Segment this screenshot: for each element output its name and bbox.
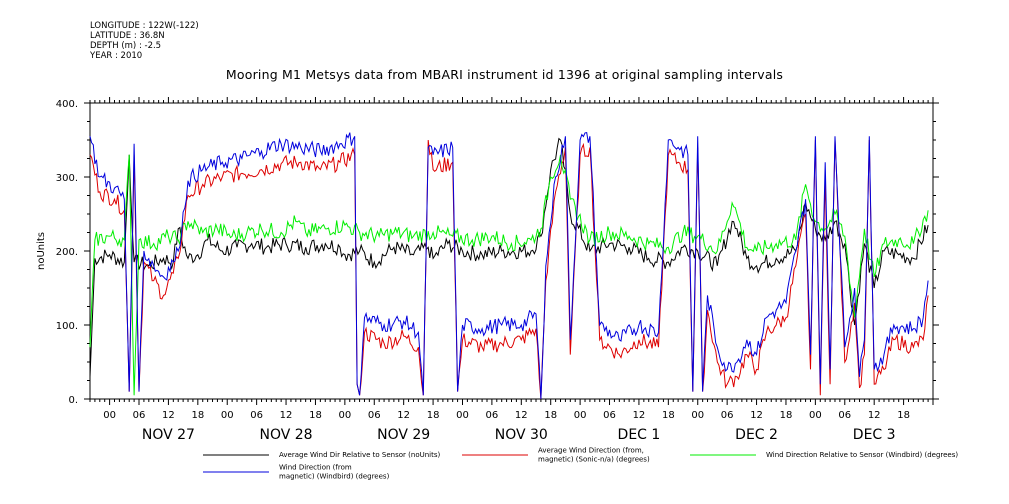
- series-line-1: [89, 139, 929, 400]
- x-hour-label: 18: [780, 410, 793, 421]
- x-hour-label: 06: [250, 410, 263, 421]
- x-hour-label: 12: [515, 410, 528, 421]
- chart-series: [89, 132, 929, 400]
- latitude-label: LATITUDE : 36.8N: [90, 31, 165, 41]
- x-hour-label: 00: [691, 410, 704, 421]
- y-tick-label: 200.: [56, 247, 78, 258]
- metadata-header: LONGITUDE : 122W(-122) LATITUDE : 36.8N …: [90, 21, 199, 61]
- y-tick-label: 300.: [56, 173, 78, 184]
- x-hour-label: 06: [486, 410, 499, 421]
- x-hour-label: 00: [574, 410, 587, 421]
- x-hour-label: 12: [750, 410, 763, 421]
- x-hour-label: 00: [809, 410, 822, 421]
- x-hour-label: 18: [897, 410, 910, 421]
- series-line-3: [89, 132, 929, 400]
- x-hour-label: 06: [838, 410, 851, 421]
- x-hour-label: 00: [338, 410, 351, 421]
- legend-label-3: magnetic) (Windbird) (degrees): [279, 473, 390, 481]
- x-hour-label: 12: [868, 410, 881, 421]
- x-day-label: NOV 29: [377, 427, 430, 443]
- x-hour-label: 12: [280, 410, 293, 421]
- x-hour-label: 12: [162, 410, 175, 421]
- x-hour-label: 18: [191, 410, 204, 421]
- x-day-label: NOV 27: [142, 427, 195, 443]
- x-hour-label: 06: [603, 410, 616, 421]
- legend-label-1: Average Wind Direction (from,: [538, 447, 644, 455]
- y-tick-label: 400.: [56, 99, 78, 110]
- x-day-label: DEC 2: [735, 427, 778, 443]
- x-hour-label: 12: [633, 410, 646, 421]
- x-hour-label: 06: [721, 410, 734, 421]
- x-hour-label: 06: [133, 410, 146, 421]
- legend-label-1: magnetic) (Sonic-n/a) (degrees): [538, 456, 650, 464]
- chart-title: Mooring M1 Metsys data from MBARI instru…: [225, 67, 784, 82]
- chart-legend: Average Wind Dir Relative to Sensor (noU…: [203, 447, 958, 481]
- x-hour-label: 00: [103, 410, 116, 421]
- year-label: YEAR : 2010: [90, 51, 143, 61]
- x-hour-label: 18: [544, 410, 557, 421]
- x-hour-label: 18: [309, 410, 322, 421]
- depth-label: DEPTH (m) : -2.5: [90, 41, 162, 51]
- x-day-label: DEC 3: [853, 427, 896, 443]
- legend-label-2: Wind Direction Relative to Sensor (Windb…: [766, 451, 958, 459]
- series-line-0: [89, 137, 929, 377]
- series-line-2: [89, 154, 929, 396]
- longitude-label: LONGITUDE : 122W(-122): [90, 21, 199, 31]
- x-hour-label: 12: [397, 410, 410, 421]
- y-tick-label: 100.: [56, 321, 78, 332]
- x-hour-label: 18: [427, 410, 440, 421]
- y-tick-label: 0.: [68, 395, 78, 406]
- x-hour-label: 06: [368, 410, 381, 421]
- legend-label-3: Wind Direction (from: [279, 464, 352, 472]
- x-hour-label: 00: [456, 410, 469, 421]
- chart-axes: 0. 100. 200. 300. 400. noUnits 00 06 12 18 00 06 12 1…: [36, 97, 939, 443]
- legend-label-0: Average Wind Dir Relative to Sensor (noU…: [279, 451, 440, 459]
- y-axis-label: noUnits: [36, 232, 47, 270]
- x-day-label: DEC 1: [618, 427, 661, 443]
- x-day-label: NOV 30: [495, 427, 548, 443]
- x-hour-label: 18: [662, 410, 675, 421]
- x-hour-label: 00: [221, 410, 234, 421]
- x-day-label: NOV 28: [259, 427, 312, 443]
